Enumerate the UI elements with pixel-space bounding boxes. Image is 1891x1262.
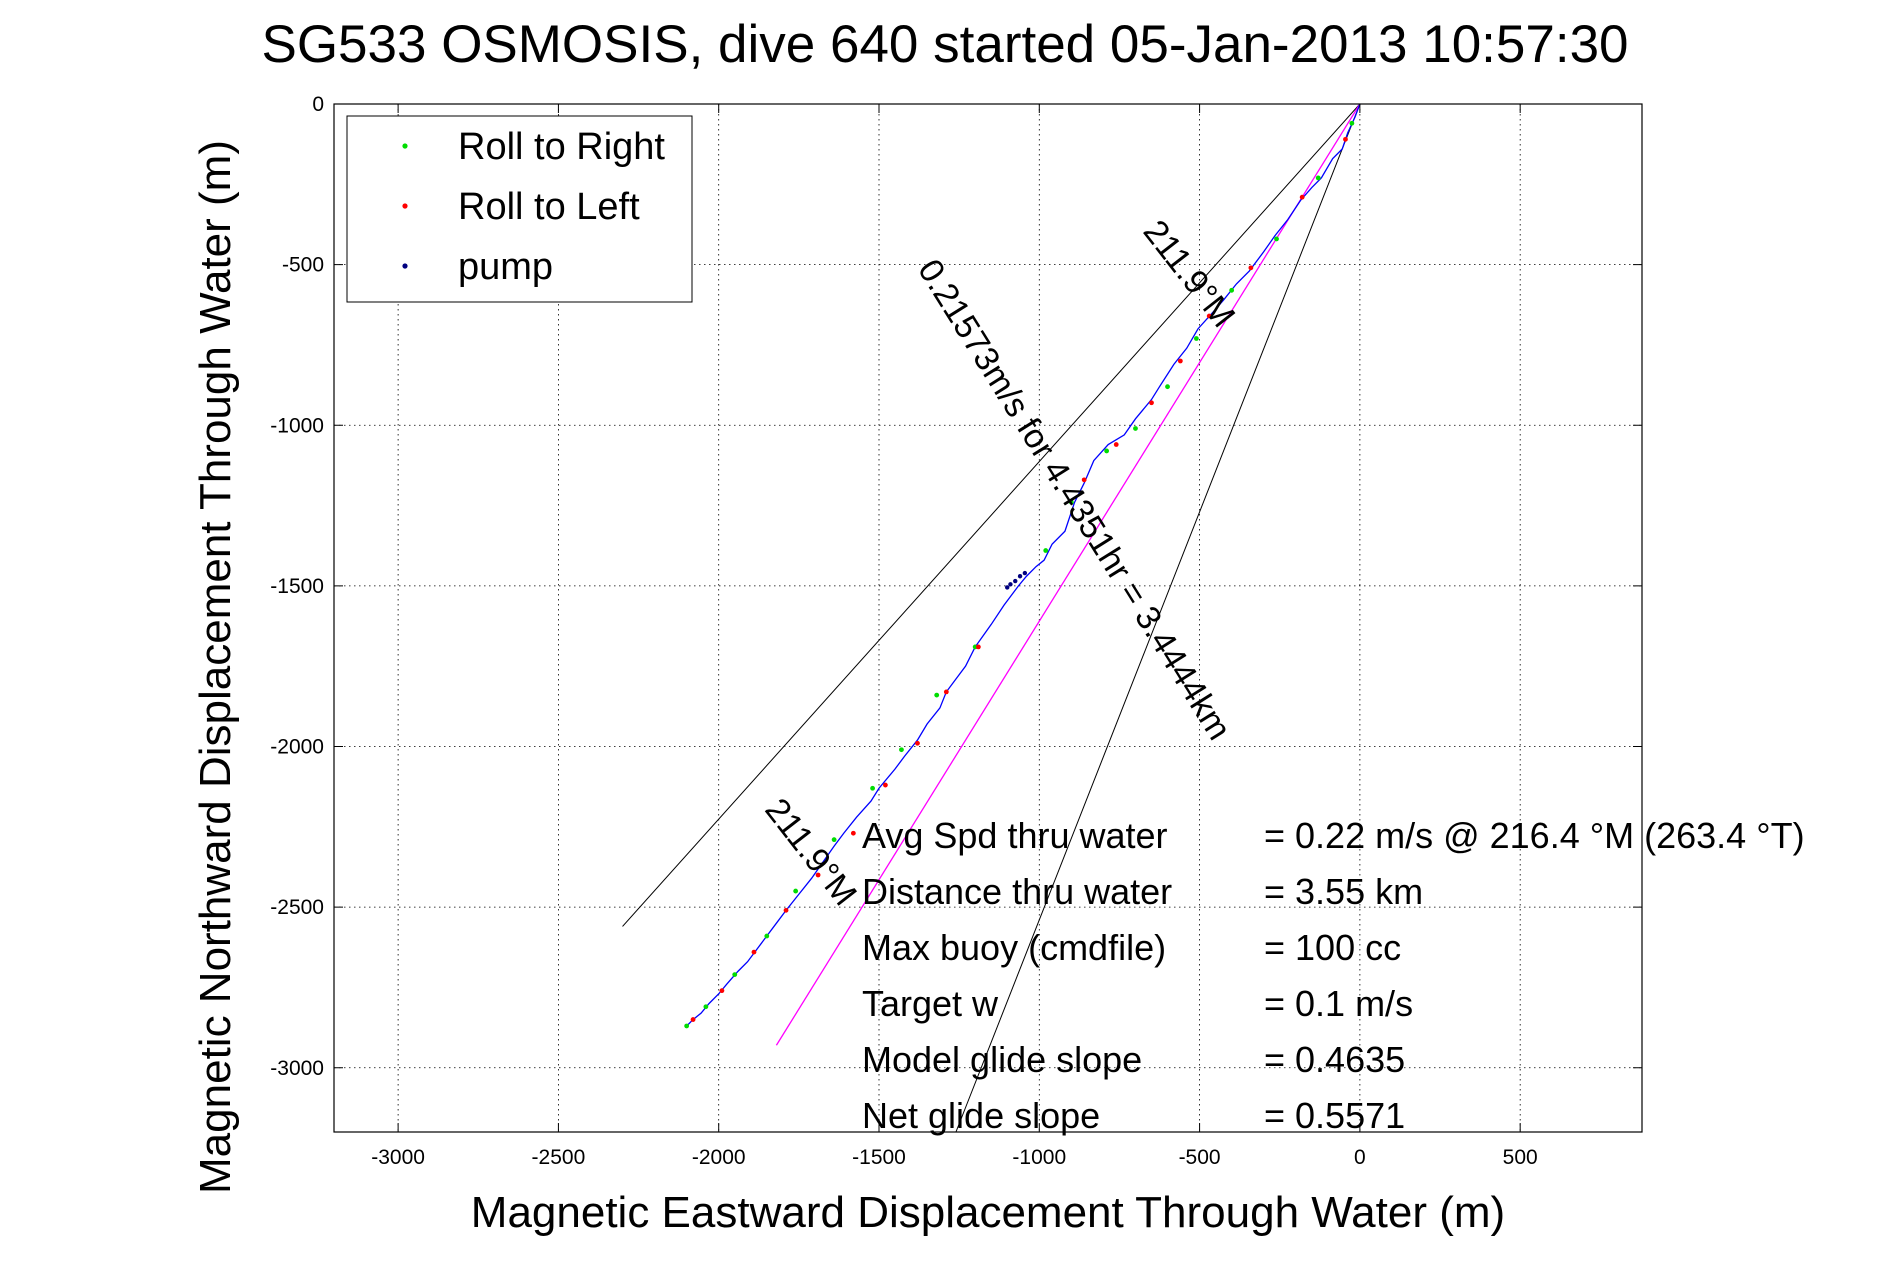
pump-point <box>1005 585 1010 590</box>
roll-left-point <box>1113 442 1119 447</box>
roll-left-point <box>943 689 949 695</box>
roll-right-point <box>831 837 837 843</box>
chart-title: SG533 OSMOSIS, dive 640 started 05-Jan-2… <box>261 15 1628 74</box>
legend-label: Roll to Right <box>458 126 665 168</box>
y-tick-label: -1500 <box>270 575 324 598</box>
roll-right-point <box>764 933 770 939</box>
legend-marker <box>402 203 408 209</box>
y-tick-label: -3000 <box>270 1057 324 1080</box>
roll-right-point <box>1229 287 1235 293</box>
average-heading-line <box>775 103 1361 1046</box>
annotations: 211.9°M0.21573m/s for 4.4351hr = 3.4444k… <box>757 213 1242 913</box>
roll-right-point <box>1349 120 1355 126</box>
y-tick-label: -500 <box>282 254 324 277</box>
legend-label: pump <box>458 246 553 288</box>
heading-annotation: 0.21573m/s for 4.4351hr = 3.4444km <box>910 253 1238 747</box>
pump-point <box>1008 582 1013 587</box>
roll-left-point <box>883 782 888 788</box>
x-axis-label: Magnetic Eastward Displacement Through W… <box>471 1188 1505 1237</box>
reference-line <box>955 103 1361 1133</box>
info-value: = 3.55 km <box>1264 871 1423 912</box>
pump-point <box>1013 578 1018 584</box>
info-value: = 0.22 m/s @ 216.4 °M (263.4 °T) <box>1264 815 1805 856</box>
roll-right-point <box>1068 499 1074 505</box>
info-label: Distance thru water <box>862 871 1172 912</box>
info-value: = 0.4635 <box>1264 1039 1405 1080</box>
roll-left-point <box>1299 194 1305 200</box>
roll-left-point <box>1206 313 1212 319</box>
y-axis-label: Magnetic Northward Displacement Through … <box>191 140 240 1194</box>
info-value: = 0.1 m/s <box>1264 983 1413 1024</box>
x-tick-label: -3000 <box>371 1146 425 1169</box>
roll-left-point <box>915 740 920 746</box>
legend-label: Roll to Left <box>458 186 640 228</box>
y-tick-label: -2500 <box>270 896 324 919</box>
roll-right-point <box>934 692 940 698</box>
roll-left-point <box>815 872 821 878</box>
roll-left-point <box>690 1017 696 1022</box>
info-label: Net glide slope <box>862 1095 1100 1136</box>
roll-right-point <box>703 1004 709 1010</box>
info-value: = 0.5571 <box>1264 1095 1405 1136</box>
x-tick-label: -1000 <box>1012 1146 1066 1169</box>
reference-lines <box>622 103 1361 1133</box>
plot-frame <box>333 103 1643 1133</box>
heading-annotation: 211.9°M <box>757 791 864 912</box>
roll-left-point <box>1149 400 1154 406</box>
roll-right-point <box>1133 426 1138 431</box>
roll-right-point <box>732 972 738 977</box>
x-tick-label: -2500 <box>532 1146 586 1169</box>
info-label: Target w <box>862 983 999 1024</box>
series <box>684 103 1361 1029</box>
roll-left-point <box>751 949 757 955</box>
roll-left-point <box>1343 136 1348 142</box>
reference-line <box>622 103 1361 927</box>
roll-right-point <box>1315 175 1321 181</box>
info-label: Model glide slope <box>862 1039 1142 1080</box>
legend: Roll to Right Roll to Left pump <box>346 115 693 303</box>
x-tick-label: -1500 <box>852 1146 906 1169</box>
roll-right-point <box>1193 336 1199 341</box>
info-value: = 100 cc <box>1264 927 1401 968</box>
x-tick-label: 500 <box>1503 1146 1538 1169</box>
pump-point <box>1017 574 1023 579</box>
roll-left-point <box>1177 358 1183 364</box>
roll-right-point <box>684 1023 690 1029</box>
roll-right-point <box>899 747 904 753</box>
info-label: Avg Spd thru water <box>862 815 1168 856</box>
legend-marker <box>402 143 408 149</box>
roll-right-point <box>870 785 875 791</box>
x-tick-label: -2000 <box>692 1146 746 1169</box>
roll-right-point <box>1274 236 1279 242</box>
ticks: -3000 -2500 -2000 -1500 -1000 -500 0 500 0 -500 -1… <box>270 93 1642 1169</box>
info-label: Max buoy (cmdfile) <box>862 927 1166 968</box>
x-tick-label: -500 <box>1179 1146 1221 1169</box>
legend-marker <box>402 263 408 269</box>
roll-right-point <box>793 888 799 894</box>
roll-left-point <box>850 830 856 836</box>
roll-left-point <box>783 907 789 913</box>
roll-left-point <box>1081 477 1087 483</box>
y-tick-label: 0 <box>312 93 324 116</box>
roll-right-point <box>1104 448 1110 454</box>
heading-annotation: 211.9°M <box>1136 213 1243 334</box>
grid <box>334 103 1642 1132</box>
track-line <box>686 103 1361 1027</box>
pump-point <box>1022 570 1028 576</box>
roll-left-point <box>975 644 981 650</box>
x-tick-label: 0 <box>1354 1146 1366 1169</box>
roll-right-point <box>1165 384 1170 390</box>
roll-left-point <box>1248 265 1254 271</box>
roll-left-point <box>719 988 725 994</box>
info-box: Avg Spd thru water = 0.22 m/s @ 216.4 °M … <box>862 815 1805 1136</box>
y-tick-label: -1000 <box>270 414 324 437</box>
y-tick-label: -2000 <box>270 736 324 759</box>
roll-right-point <box>1043 548 1049 553</box>
